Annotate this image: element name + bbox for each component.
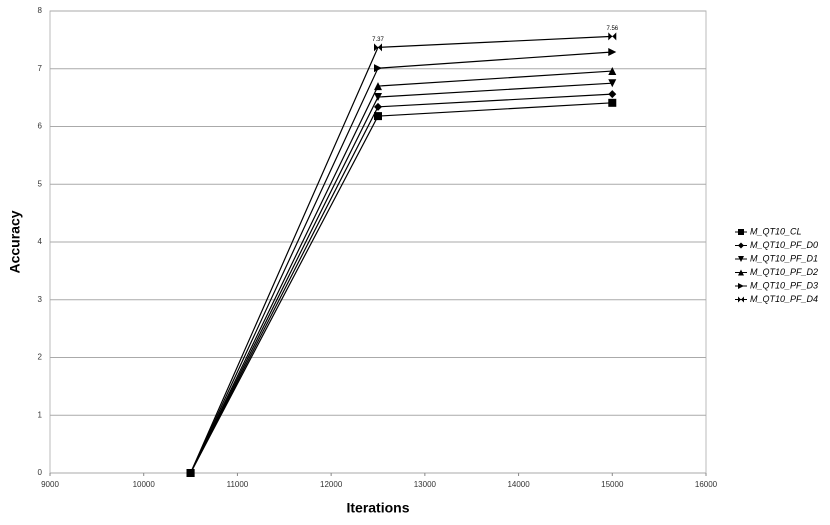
series-line — [190, 82, 613, 474]
legend-label: M_QT10_CL — [750, 226, 802, 236]
x-tick-label: 11000 — [227, 480, 249, 489]
x-tick-label: 15000 — [601, 480, 624, 489]
data-point — [608, 48, 617, 57]
series-line — [190, 93, 613, 474]
legend-marker — [738, 256, 744, 262]
legend-label: M_QT10_PF_D2 — [750, 267, 818, 277]
legend-label: M_QT10_PF_D4 — [750, 294, 818, 304]
series-line — [190, 35, 613, 474]
y-axis-title: Accuracy — [7, 210, 23, 273]
data-point — [608, 79, 617, 88]
data-point — [608, 98, 617, 107]
legend-marker — [738, 269, 744, 276]
data-point — [374, 93, 382, 102]
legend-marker — [738, 296, 744, 303]
legend-label: M_QT10_PF_D1 — [750, 253, 818, 263]
x-tick-label: 10000 — [133, 480, 156, 489]
y-tick-label: 1 — [38, 410, 43, 419]
legend-marker — [738, 283, 744, 289]
data-point — [186, 469, 195, 477]
y-tick-label: 2 — [38, 353, 43, 362]
legend-label: M_QT10_PF_D0 — [750, 240, 818, 250]
data-point — [374, 112, 382, 121]
data-point — [608, 67, 617, 76]
x-axis-title: Iterations — [346, 500, 409, 516]
data-label: 7.37 — [372, 37, 384, 43]
y-tick-label: 7 — [38, 64, 43, 73]
series-line — [190, 70, 613, 474]
y-tick-label: 5 — [38, 179, 43, 188]
data-point — [374, 102, 382, 111]
x-tick-label: 13000 — [414, 480, 437, 489]
x-tick-label: 12000 — [320, 480, 343, 489]
data-label: 7.56 — [606, 26, 618, 32]
y-tick-label: 6 — [38, 122, 43, 131]
x-tick-label: 9000 — [41, 480, 59, 489]
legend-marker — [738, 229, 744, 235]
y-tick-label: 8 — [38, 6, 43, 15]
series-line — [190, 102, 613, 474]
legend-label: M_QT10_PF_D3 — [750, 280, 818, 290]
data-point — [608, 32, 617, 41]
y-tick-label: 0 — [38, 468, 43, 477]
y-tick-label: 4 — [38, 237, 43, 246]
data-point — [374, 64, 382, 73]
y-tick-label: 3 — [38, 295, 43, 304]
data-point — [608, 90, 617, 99]
data-point — [374, 82, 382, 91]
x-tick-label: 16000 — [695, 480, 718, 489]
legend-marker — [738, 242, 744, 249]
x-tick-label: 14000 — [507, 480, 530, 489]
data-point — [374, 43, 382, 52]
